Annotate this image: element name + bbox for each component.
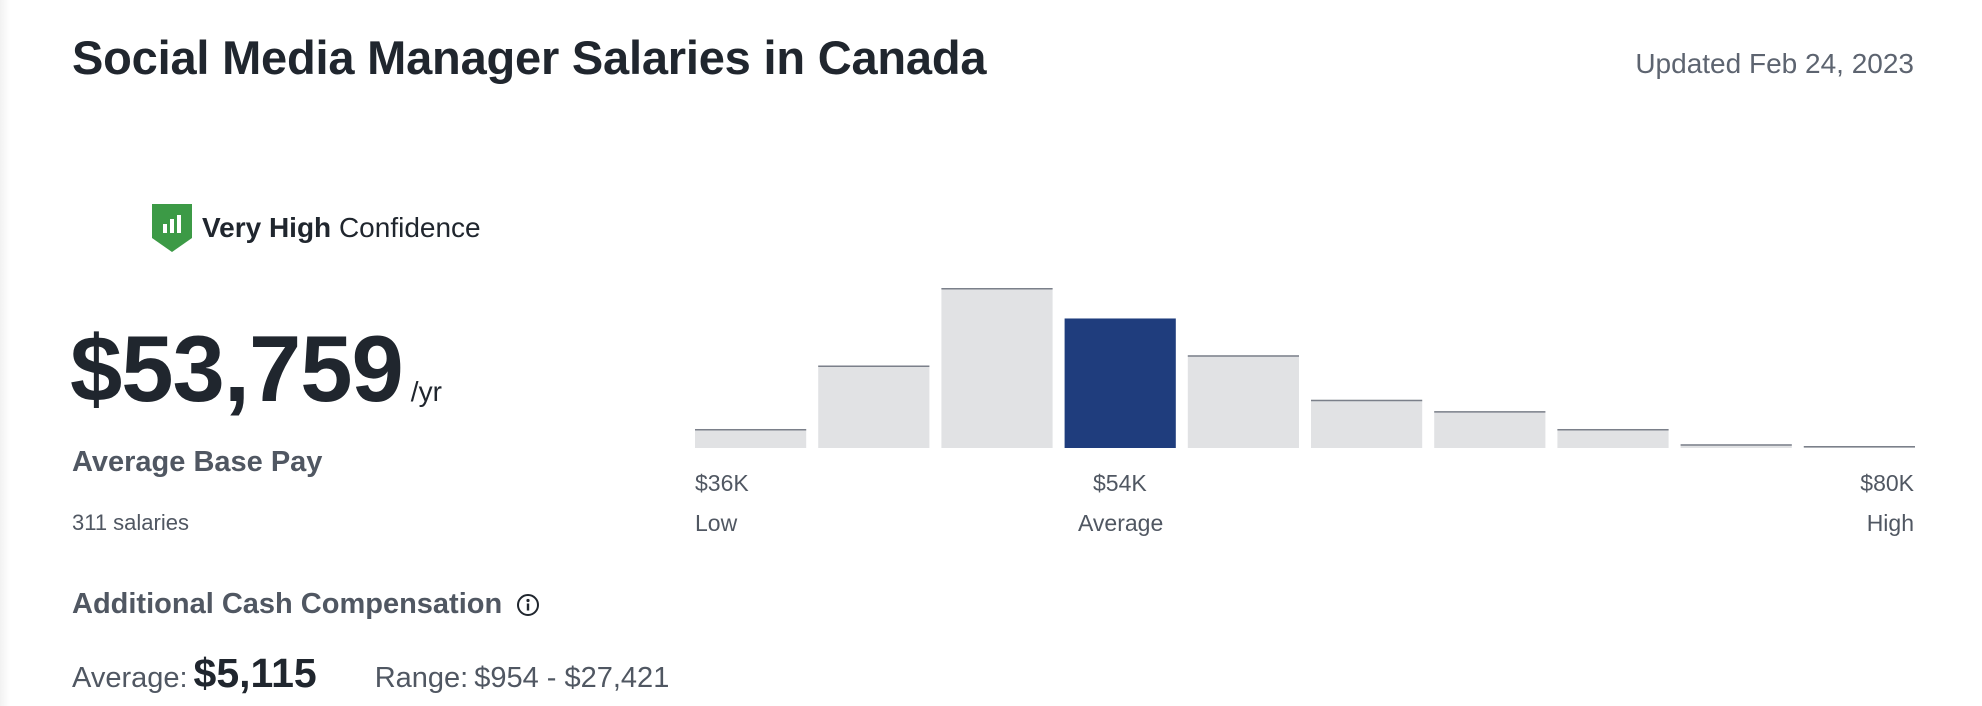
salary-distribution-chart [695,280,1915,450]
base-pay-label: Average Base Pay [72,446,323,478]
histogram-bar [1311,399,1423,448]
comp-range-label: Range: [374,662,469,694]
histogram-bar [818,365,930,448]
additional-comp-header: Additional Cash Compensation [72,588,540,621]
comp-average-value: $5,115 [193,650,317,696]
confidence-indicator: Very High Confidence [152,204,481,252]
histogram-bar-average [1064,318,1176,448]
tick-average-label: Average [1078,510,1164,536]
salary-distribution-svg [695,288,1915,448]
base-pay-amount: $53,759 [70,316,404,421]
additional-comp-label: Additional Cash Compensation [72,588,503,620]
base-pay: $53,759 /yr [70,322,442,416]
histogram-bar [695,428,807,448]
comp-range-value: $954 - $27,421 [474,662,670,694]
left-edge-shadow [0,0,10,706]
histogram-bar [1187,355,1299,448]
histogram-bar [1680,444,1792,448]
shield-chart-icon [152,204,192,252]
salary-count: 311 salaries [72,510,189,535]
histogram-bar [1434,411,1546,448]
page-title: Social Media Manager Salaries in Canada [72,31,987,84]
confidence-level: Very High [202,212,332,243]
tick-low-value: $36K [695,470,749,496]
tick-high-value: $80K [1860,470,1914,496]
tick-low-label: Low [695,510,738,536]
histogram-bar [1557,428,1669,448]
histogram-bar [941,288,1053,448]
info-icon[interactable] [516,593,540,617]
confidence-label: Confidence [338,212,481,243]
comp-average-label: Average: [72,662,188,694]
base-pay-unit: /yr [410,376,442,407]
additional-comp-values: Average: $5,115 Range: $954 - $27,421 [72,650,669,697]
tick-average-value: $54K [1093,470,1147,496]
updated-date: Updated Feb 24, 2023 [1635,48,1914,79]
tick-high-label: High [1866,510,1914,536]
